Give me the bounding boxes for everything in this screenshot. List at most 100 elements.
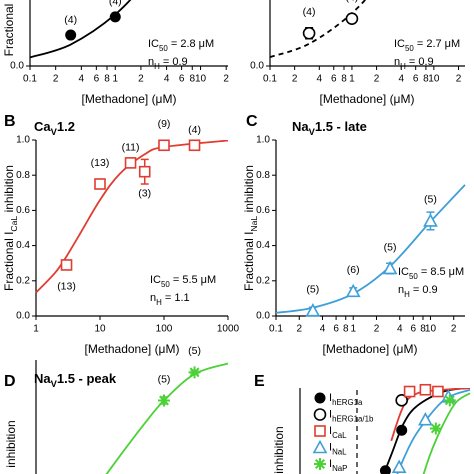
x-tick-label: 8 (343, 324, 349, 335)
y-tick-label: 0.2 (16, 275, 30, 286)
point-label: (4) (188, 124, 201, 136)
x-tick-label: 6 (413, 74, 419, 85)
point-label: (3) (138, 187, 151, 199)
x-tick-label: 2 (53, 74, 59, 85)
y-tick-label: 1.0 (16, 135, 30, 146)
y-axis-label-part: Fractional I (242, 232, 256, 291)
x-tick-label: 8 (420, 324, 426, 335)
x-tick-label: 0.1 (269, 324, 283, 335)
legend-symbol (313, 408, 327, 421)
x-axis-label-part: [Methadone] (μM) (320, 92, 415, 106)
x-tick-label: 2 (451, 324, 457, 335)
annotation-part: = 5.5 μM (170, 274, 216, 286)
point-label: (5) (188, 345, 201, 357)
data-point (396, 424, 408, 436)
legend-label: ICaL (329, 425, 347, 440)
y-tick-label: 0.0 (250, 61, 264, 72)
data-point (443, 394, 456, 407)
annotation-part: n (394, 56, 400, 68)
x-tick-label: 0.1 (23, 74, 37, 85)
legend-label: IhERG1a/1b (329, 408, 374, 423)
x-tick-label: 100 (156, 324, 173, 335)
y-tick-label: 0.0 (10, 61, 24, 72)
x-tick-label: 6 (331, 74, 337, 85)
x-tick-label: 2 (292, 74, 298, 85)
x-tick-label: 10 (428, 74, 440, 85)
data-point (403, 385, 416, 398)
panel-label: E (254, 373, 265, 390)
y-tick-label: 0.0 (16, 311, 30, 322)
y-axis-label-part: Fractional I (2, 232, 16, 291)
x-tick-label: 10 (425, 324, 437, 335)
annotation-subscript: H (404, 290, 410, 299)
data-point (302, 26, 316, 40)
y-tick-label: 0.4 (16, 240, 30, 251)
legend-label-part: I (329, 441, 332, 453)
legend-label-subscript: CaL (332, 431, 347, 440)
legend-symbol (314, 458, 326, 470)
data-point (94, 178, 106, 190)
x-tick-label: 2 (374, 324, 380, 335)
data-point (138, 165, 151, 178)
data-point (65, 29, 77, 41)
x-tick-label: 1000 (217, 324, 240, 335)
fit-curve (382, 388, 471, 474)
annotation-subscript: 50 (405, 44, 414, 53)
x-axis-label-part: [Methadone] (μM) (323, 342, 418, 356)
data-point (345, 12, 359, 25)
data-point (158, 394, 170, 407)
annotation-part: = 0.9 (160, 56, 188, 68)
x-tick-label: 4 (317, 74, 323, 85)
data-point (188, 366, 201, 379)
data-point (158, 139, 170, 152)
point-label: (13) (57, 281, 76, 293)
annotation-subscript: 50 (161, 280, 170, 289)
y-tick-label: 0.8 (256, 170, 270, 181)
y-axis-label-part: inhibition (2, 165, 16, 216)
annotation-part: n (148, 56, 154, 68)
data-point (382, 260, 398, 275)
data-point (429, 422, 442, 435)
annotation-part: = 0.9 (410, 284, 438, 296)
y-tick-label: 0.2 (256, 275, 270, 286)
annotation-subscript: H (400, 62, 406, 71)
data-point (379, 465, 391, 474)
annotation-part: n (398, 284, 404, 296)
annotation-part: IC (394, 38, 405, 50)
x-tick-label: 1 (112, 74, 118, 85)
x-axis-label: [Methadone] (μM) (320, 92, 415, 106)
panel-title-subscript: V (51, 127, 58, 137)
legend-label: IhERG1a (329, 392, 363, 407)
point-label: (4) (109, 0, 122, 8)
y-tick-label: 1.0 (256, 135, 270, 146)
x-tick-label: 10 (195, 74, 207, 85)
y-axis-label: Fractional (2, 4, 16, 57)
data-point (345, 283, 361, 298)
x-tick-label: 4 (397, 324, 403, 335)
annotation: IC50 = 2.8 μM (148, 38, 214, 53)
point-label: (9) (158, 118, 171, 130)
legend-label: INaL (329, 441, 347, 456)
x-axis-label-part: [Methadone] (μM) (82, 92, 177, 106)
panel-title-part: Na (292, 119, 309, 134)
annotation-part: = 0.9 (406, 56, 434, 68)
annotation: nH = 0.9 (394, 56, 434, 71)
x-tick-label: 4 (320, 324, 326, 335)
point-label: (4) (346, 0, 359, 3)
panel-title-subscript: V (51, 379, 58, 389)
fit-curve (29, 0, 132, 59)
x-tick-label: 2 (223, 74, 229, 85)
x-tick-label: 8 (189, 74, 195, 85)
data-point (432, 385, 444, 398)
y-tick-label: 0.8 (16, 170, 30, 181)
y-axis-label: inhibition (272, 426, 286, 473)
panel-title-part: 1.2 (57, 119, 75, 134)
x-axis-label: [Methadone] (μM) (82, 92, 177, 106)
annotation-part: = 8.5 μM (418, 266, 464, 278)
x-tick-label: 4 (164, 74, 170, 85)
legend-label-part: I (329, 408, 332, 420)
fit-curve (35, 140, 229, 294)
fit-curve (422, 392, 471, 474)
data-point (395, 394, 408, 407)
